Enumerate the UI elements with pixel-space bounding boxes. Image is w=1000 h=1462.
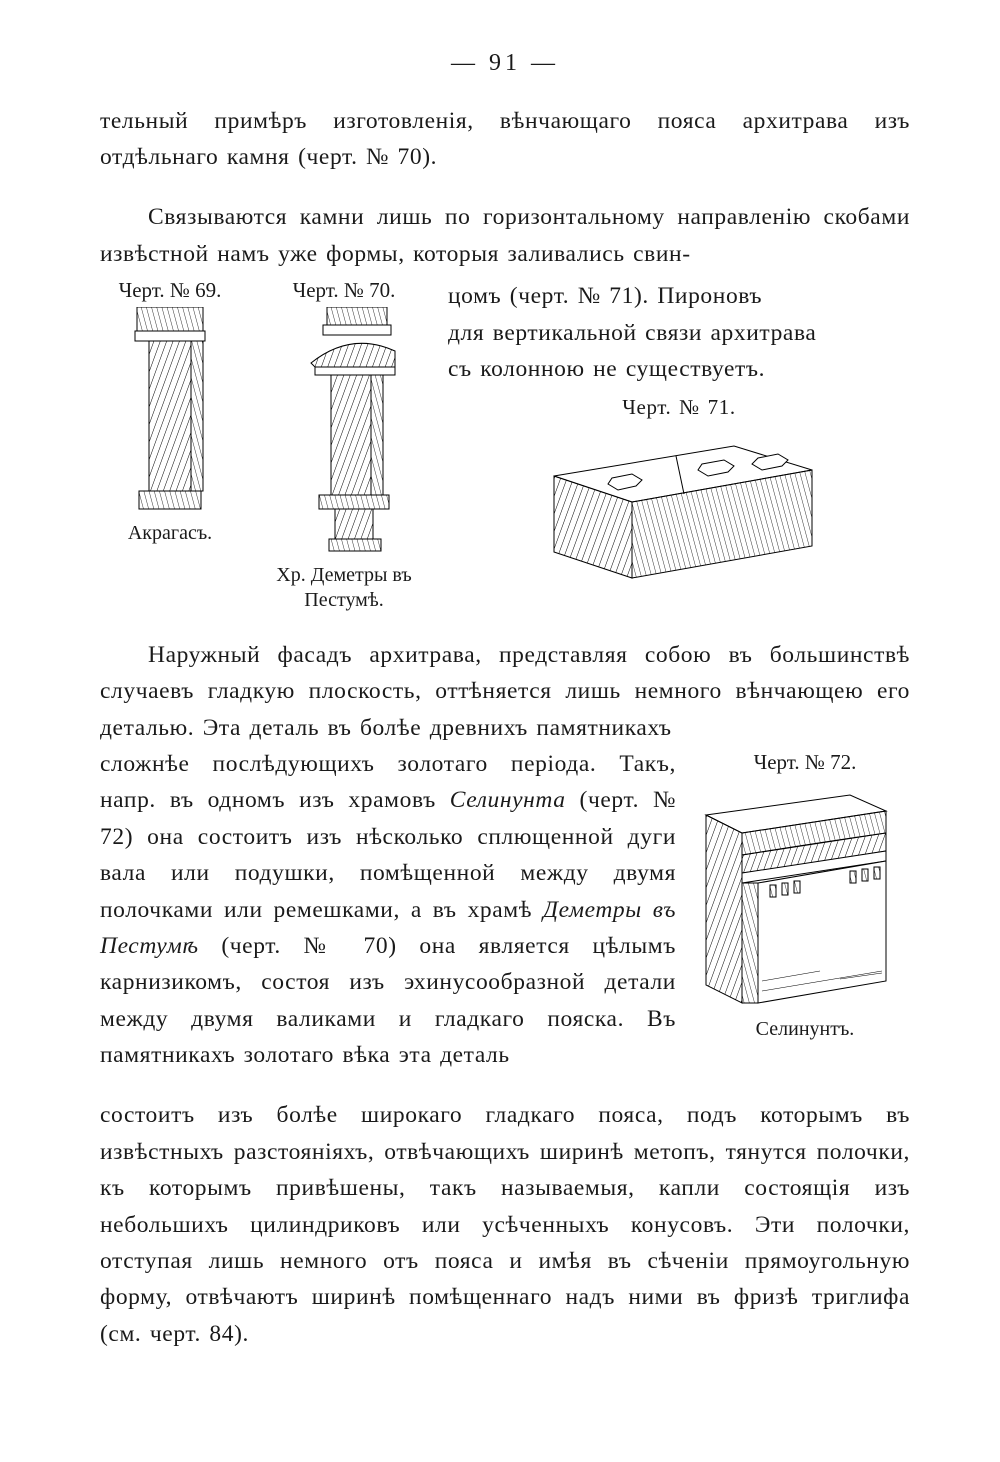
figure-71-svg — [534, 428, 824, 583]
figure-69: Черт. № 69. — [100, 278, 240, 546]
figure-70-title: Черт. № 70. — [293, 278, 396, 303]
paragraph-2-tail: цомъ (черт. № 71). Пироновъ для вертикал… — [448, 278, 910, 583]
figure-70-caption-text: Хр. Деметры въ Пестумѣ. — [276, 564, 411, 611]
figure-72-caption: Селинунтъ. — [700, 1017, 910, 1042]
figure-row: Черт. № 69. — [100, 278, 910, 613]
figure-70-caption: Хр. Деметры въ Пестумѣ. — [276, 563, 411, 613]
figure-70: Черт. № 70. Хр. Деме — [264, 278, 424, 613]
paragraph-3-block: Черт. № 72. — [100, 746, 910, 1352]
figure-72-svg — [700, 781, 890, 1011]
figure-72-title: Черт. № 72. — [700, 750, 910, 775]
paragraph-3-top: Наружный фасадъ архитрава, представляя с… — [100, 637, 910, 746]
paragraph-2-lead: Связываются камни лишь по горизонтальном… — [100, 199, 910, 272]
paragraph-1: тельный примѣръ изготовленія, вѣнчающаго… — [100, 103, 910, 176]
figure-71: Черт. № 71. — [448, 391, 910, 583]
para2-tail-line1: цомъ (черт. № 71). Пироновъ — [448, 278, 910, 314]
figure-69-svg — [115, 307, 225, 515]
page-number: — 91 — — [100, 50, 910, 77]
figure-72: Черт. № 72. — [700, 750, 910, 1042]
para2-tail-line2: для вертикальной связи архитрава — [448, 315, 910, 351]
figure-69-caption: Акрагасъ. — [128, 521, 212, 546]
para2-tail-line3: съ колонною не существуетъ. — [448, 351, 910, 387]
figure-71-title: Черт. № 71. — [622, 391, 735, 424]
page: — 91 — тельный примѣръ изготовленія, вѣн… — [0, 0, 1000, 1462]
figure-69-title: Черт. № 69. — [119, 278, 222, 303]
paragraph-3-after: состоитъ изъ болѣе широкаго гладкаго поя… — [100, 1097, 910, 1352]
figure-70-svg — [279, 307, 409, 557]
